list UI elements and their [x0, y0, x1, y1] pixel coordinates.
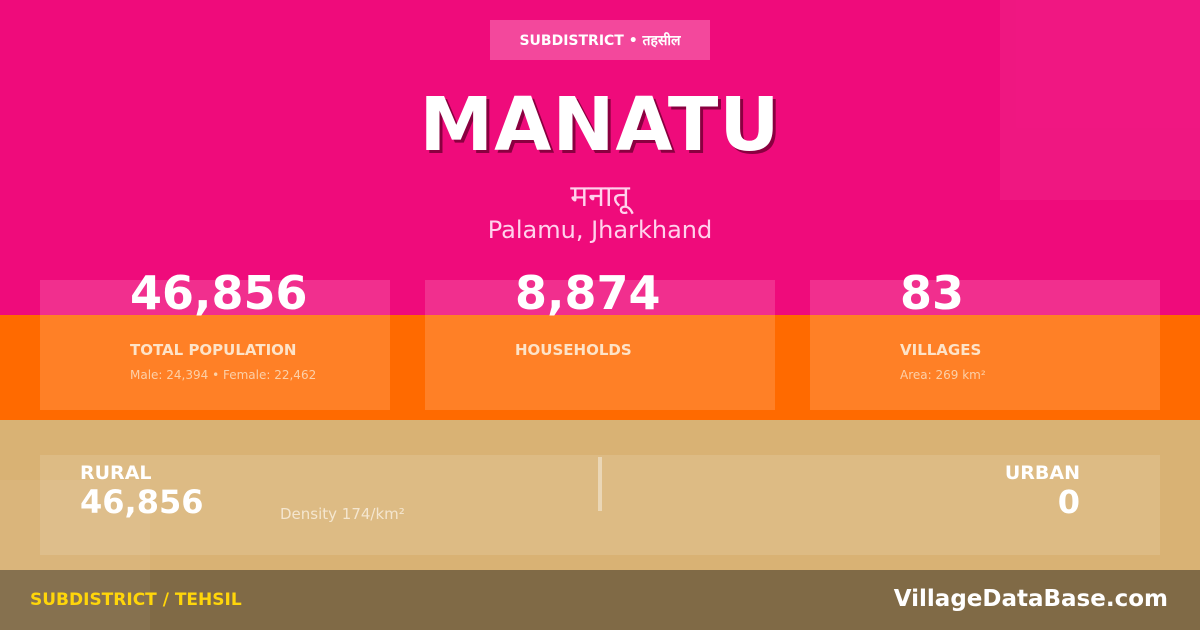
rural-urban-panel: RURAL 46,856 Density 174/km² URBAN 0	[40, 455, 1160, 555]
stat-card-villages: 83 VILLAGES Area: 269 km²	[810, 266, 1160, 410]
stat-label: VILLAGES	[900, 341, 982, 359]
split-band	[0, 420, 1200, 570]
stat-sub: Area: 269 km²	[900, 368, 986, 382]
rural-value: 46,856	[80, 483, 204, 521]
footer-band	[0, 570, 1200, 630]
divider	[598, 457, 602, 511]
page-title: MANATU	[419, 82, 781, 168]
stat-card-households: 8,874 HOUSEHOLDS	[425, 266, 775, 410]
density: Density 174/km²	[280, 505, 405, 523]
stat-sub: Male: 24,394 • Female: 22,462	[130, 368, 317, 382]
stat-value: 83	[900, 266, 965, 320]
title-hindi: मनातू	[570, 179, 630, 214]
rural-label: RURAL	[80, 462, 152, 484]
decorative-square	[1000, 0, 1200, 200]
footer-category: SUBDISTRICT / TEHSIL	[30, 590, 242, 610]
urban-value: 0	[1057, 483, 1080, 521]
site-logo-text[interactable]: VillageDataBase.com	[893, 586, 1168, 612]
stat-card-population: 46,856 TOTAL POPULATION Male: 24,394 • F…	[40, 266, 390, 410]
decorative-square	[0, 480, 150, 630]
type-badge: SUBDISTRICT • तहसील	[490, 20, 710, 60]
stat-label: TOTAL POPULATION	[130, 341, 297, 359]
stat-label: HOUSEHOLDS	[515, 341, 632, 359]
location: Palamu, Jharkhand	[487, 216, 713, 244]
stat-value: 46,856	[130, 266, 308, 320]
stat-value: 8,874	[515, 266, 661, 320]
urban-label: URBAN	[1004, 462, 1080, 484]
header-band	[0, 0, 1200, 315]
stats-band	[0, 315, 1200, 420]
